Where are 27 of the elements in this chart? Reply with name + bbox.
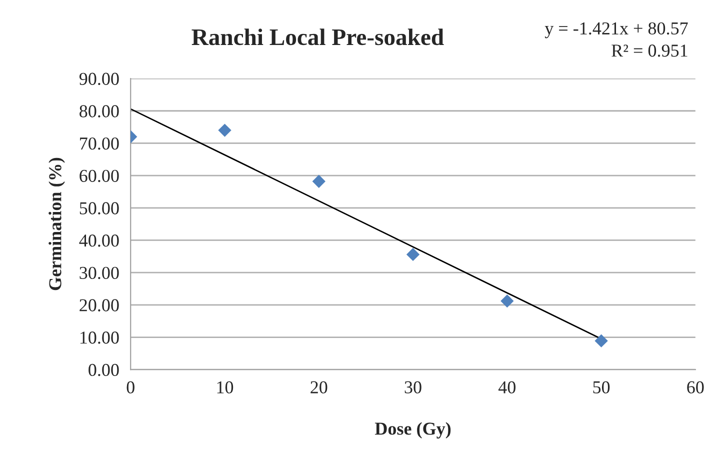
x-tick-label: 50 xyxy=(593,381,610,394)
x-axis-title: Dose (Gy) xyxy=(374,422,451,439)
y-tick-label: 70.00 xyxy=(80,137,119,150)
y-tick-label: 30.00 xyxy=(80,266,119,280)
x-tick-label: 40 xyxy=(498,381,516,394)
y-tick-label: 0.00 xyxy=(88,364,119,376)
y-tick-label: 80.00 xyxy=(80,105,119,118)
y-tick-label: 60.00 xyxy=(80,170,119,182)
point xyxy=(406,248,420,262)
x-tick-label: 30 xyxy=(404,381,422,394)
y-tick-label: 10.00 xyxy=(80,332,119,344)
text: y = -1.421x + 80.57 xyxy=(544,22,688,38)
y-tick-label: 40.00 xyxy=(79,234,119,247)
y-tick-label: 50.00 xyxy=(80,202,119,214)
y-tick-label: 90.00 xyxy=(79,72,119,86)
point xyxy=(218,124,232,137)
point xyxy=(594,334,608,348)
y-axis-title: Germination (%) xyxy=(48,158,65,290)
chart-title: Ranchi Local Pre-soaked xyxy=(192,28,444,46)
point xyxy=(312,174,326,188)
x-tick-label: 10 xyxy=(217,381,234,394)
x-tick-label: 20 xyxy=(310,381,328,394)
x-tick-label: 60 xyxy=(687,381,704,394)
x-tick-label: 0 xyxy=(126,381,134,394)
point xyxy=(500,294,514,308)
y-tick-label: 20.00 xyxy=(80,299,119,312)
text: R² = 0.951 xyxy=(612,44,688,57)
